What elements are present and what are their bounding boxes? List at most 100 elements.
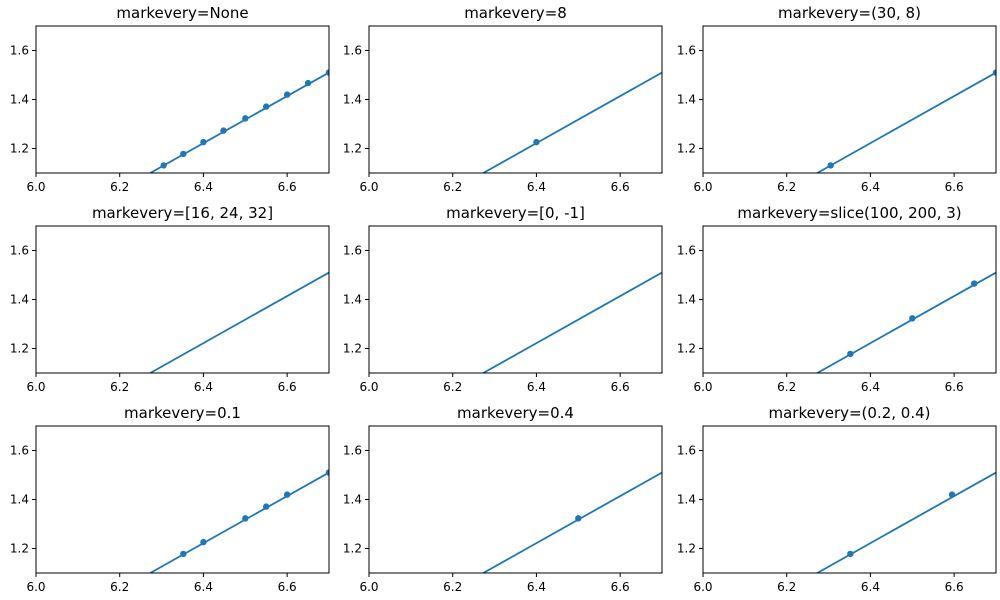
series-line	[149, 71, 329, 173]
y-tick-label: 1.6	[10, 444, 29, 458]
x-tick-label: 6.4	[861, 380, 880, 394]
series-line	[149, 271, 329, 373]
x-tick-label: 6.4	[194, 380, 213, 394]
y-tick-label: 1.6	[677, 44, 696, 58]
x-tick-label: 6.6	[278, 580, 297, 594]
marker-point	[160, 162, 167, 169]
y-tick-label: 1.2	[343, 142, 362, 156]
y-tick-label: 1.4	[343, 293, 362, 307]
subplot-5: 6.0 6.2 6.4 6.6 1.2 1.4 1.6 markevery=[0, -1]	[343, 204, 663, 394]
x-tick-label: 6.4	[194, 180, 213, 194]
x-tick-label: 6.6	[611, 180, 630, 194]
series-line	[482, 71, 662, 173]
series-line	[149, 471, 329, 573]
marker-point	[909, 315, 916, 322]
y-tick-label: 1.2	[10, 542, 29, 556]
subplot-2: 6.0 6.2 6.4 6.6 1.2 1.4 1.6 markevery=8	[343, 4, 663, 194]
marker-point	[575, 515, 582, 522]
subplot-6: 6.0 6.2 6.4 6.6 1.2 1.4 1.6 markevery=slice(100…	[677, 204, 997, 394]
x-tick-label: 6.2	[777, 380, 796, 394]
y-tick-label: 1.6	[677, 244, 696, 258]
x-tick-label: 6.0	[26, 380, 45, 394]
series-line	[816, 71, 996, 173]
x-tick-label: 6.4	[527, 380, 546, 394]
x-tick-label: 6.0	[693, 580, 712, 594]
x-tick-label: 6.0	[693, 380, 712, 394]
x-tick-label: 6.4	[194, 580, 213, 594]
x-tick-label: 6.2	[777, 180, 796, 194]
marker-point	[948, 491, 956, 498]
marker-point	[304, 79, 312, 87]
y-tick-label: 1.4	[677, 293, 696, 307]
marker-point	[180, 550, 187, 558]
y-tick-label: 1.6	[10, 244, 29, 258]
marker-point	[200, 538, 207, 546]
axes-frame	[368, 225, 663, 374]
marker-point	[283, 491, 291, 498]
marker-point	[263, 103, 270, 110]
subplot-title: markevery=0.4	[457, 404, 574, 422]
axes-frame	[368, 25, 663, 174]
marker-point	[971, 280, 978, 287]
y-tick-label: 1.2	[677, 142, 696, 156]
y-tick-label: 1.2	[343, 342, 362, 356]
x-tick-label: 6.2	[443, 380, 462, 394]
plot-area	[149, 69, 329, 173]
x-tick-label: 6.2	[110, 380, 129, 394]
subplot-9: 6.0 6.2 6.4 6.6 1.2 1.4 1.6 markevery=(0.2, 0.4…	[677, 404, 997, 594]
subplot-title: markevery=(30, 8)	[778, 4, 921, 22]
x-tick-label: 6.4	[527, 580, 546, 594]
x-tick-label: 6.6	[611, 380, 630, 394]
x-tick-label: 6.0	[359, 180, 378, 194]
marker-point	[847, 550, 854, 558]
y-tick-label: 1.2	[10, 142, 29, 156]
y-tick-label: 1.4	[10, 493, 29, 507]
y-tick-label: 1.6	[343, 244, 362, 258]
subplot-title: markevery=8	[464, 4, 567, 22]
axes-frame	[702, 25, 997, 174]
plot-area	[482, 71, 662, 173]
marker-point	[200, 138, 207, 146]
marker-point	[827, 162, 834, 169]
y-tick-label: 1.2	[343, 542, 362, 556]
y-tick-label: 1.4	[343, 493, 362, 507]
axes-frame	[35, 225, 330, 374]
y-tick-label: 1.2	[677, 342, 696, 356]
marker-point	[220, 127, 227, 134]
y-tick-label: 1.2	[10, 342, 29, 356]
x-tick-label: 6.4	[861, 580, 880, 594]
subplot-title: markevery=0.1	[124, 404, 241, 422]
x-tick-label: 6.0	[26, 180, 45, 194]
y-tick-label: 1.6	[677, 444, 696, 458]
marker-point	[283, 91, 291, 98]
y-tick-label: 1.4	[677, 493, 696, 507]
subplot-8: 6.0 6.2 6.4 6.6 1.2 1.4 1.6 markevery=0.4	[343, 404, 663, 594]
subplot-7: 6.0 6.2 6.4 6.6 1.2 1.4 1.6 markevery=0.1	[10, 404, 330, 594]
subplot-title: markevery=slice(100, 200, 3)	[737, 204, 961, 222]
plot-area	[816, 471, 996, 573]
x-tick-label: 6.0	[26, 580, 45, 594]
y-tick-label: 1.2	[677, 542, 696, 556]
x-tick-label: 6.0	[359, 580, 378, 594]
x-tick-label: 6.6	[945, 380, 964, 394]
x-tick-label: 6.6	[278, 380, 297, 394]
plot-area	[816, 271, 996, 373]
x-tick-label: 6.6	[945, 580, 964, 594]
series-line	[816, 271, 996, 373]
plot-area	[149, 469, 329, 573]
y-tick-label: 1.4	[677, 93, 696, 107]
marker-point	[325, 469, 329, 476]
x-tick-label: 6.6	[945, 180, 964, 194]
marker-point	[180, 150, 187, 158]
subplot-1: 6.0 6.2 6.4 6.6 1.2 1.4 1.6 markevery=None	[10, 4, 330, 194]
subplot-title: markevery=[0, -1]	[446, 204, 585, 222]
y-tick-label: 1.6	[343, 444, 362, 458]
x-tick-label: 6.0	[693, 180, 712, 194]
y-tick-label: 1.6	[343, 44, 362, 58]
marker-point	[325, 69, 329, 76]
marker-point	[992, 69, 996, 76]
plot-area	[482, 471, 662, 573]
marker-point	[263, 503, 270, 510]
x-tick-label: 6.6	[611, 580, 630, 594]
